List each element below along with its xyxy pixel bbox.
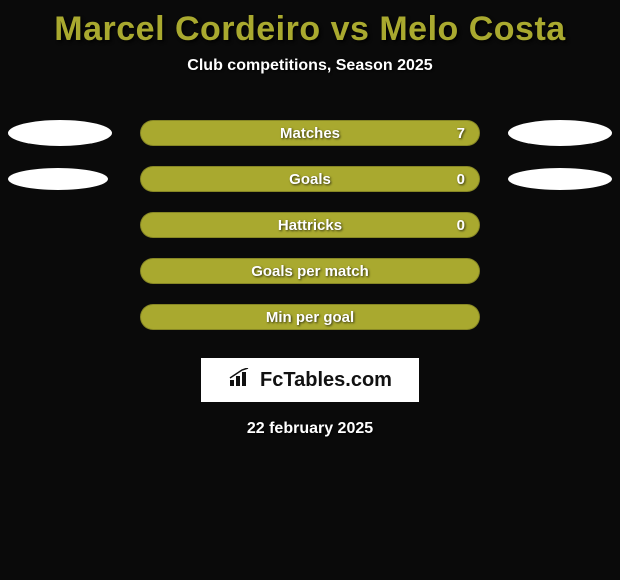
stat-row: Hattricks 0 (0, 202, 620, 248)
page-subtitle: Club competitions, Season 2025 (0, 57, 620, 75)
logo-box: FcTables.com (201, 358, 419, 402)
stat-label: Matches (141, 121, 479, 147)
stat-label: Goals (141, 167, 479, 193)
stat-bar: Matches 7 (140, 120, 480, 146)
stat-value: 0 (457, 167, 465, 193)
stat-bar: Min per goal (140, 304, 480, 330)
stat-label: Hattricks (141, 213, 479, 239)
right-ellipse (508, 120, 612, 146)
stat-row: Goals per match (0, 248, 620, 294)
left-ellipse (8, 120, 112, 146)
stat-label: Goals per match (141, 259, 479, 285)
date-text: 22 february 2025 (0, 420, 620, 438)
logo-text: FcTables.com (260, 369, 392, 392)
stat-label: Min per goal (141, 305, 479, 331)
stat-value: 7 (457, 121, 465, 147)
stat-row: Goals 0 (0, 156, 620, 202)
comparison-chart: Matches 7 Goals 0 Hattricks 0 Goals per … (0, 110, 620, 340)
bar-chart-icon (228, 368, 254, 393)
stat-value: 0 (457, 213, 465, 239)
left-ellipse (8, 168, 108, 190)
right-ellipse (508, 168, 612, 190)
stat-row: Min per goal (0, 294, 620, 340)
stat-row: Matches 7 (0, 110, 620, 156)
stat-bar: Hattricks 0 (140, 212, 480, 238)
page-title: Marcel Cordeiro vs Melo Costa (0, 0, 620, 49)
stat-bar: Goals per match (140, 258, 480, 284)
stat-bar: Goals 0 (140, 166, 480, 192)
